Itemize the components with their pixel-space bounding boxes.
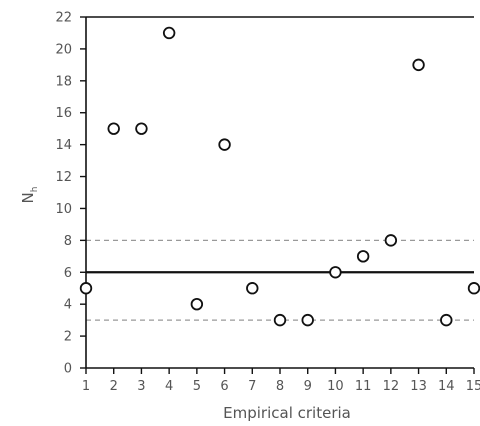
data-point (107, 122, 120, 135)
x-tick-label: 9 (304, 379, 312, 394)
x-tick-label: 13 (410, 379, 427, 394)
svg-text:Nh: Nh (19, 187, 40, 204)
x-tick-label: 15 (466, 379, 480, 394)
data-point (467, 282, 480, 295)
y-axis-title-subscript: h (30, 187, 40, 193)
y-tick-label: 10 (55, 202, 72, 217)
y-ticks: 0 2 4 6 8 10 12 14 16 18 20 22 (55, 11, 86, 377)
y-tick-label: 20 (55, 42, 72, 57)
x-ticks: 1 2 3 4 5 6 7 8 9 10 11 12 13 14 15 (82, 368, 480, 394)
data-point (218, 138, 231, 151)
data-point (135, 122, 148, 135)
y-tick-label: 8 (64, 234, 72, 249)
x-tick-label: 11 (355, 379, 372, 394)
y-axis-title-main: N (19, 192, 37, 203)
x-tick-label: 3 (137, 379, 145, 394)
x-tick-label: 4 (165, 379, 173, 394)
x-tick-label: 2 (110, 379, 118, 394)
y-axis-title: Nh (19, 187, 40, 204)
data-point (162, 26, 176, 40)
y-tick-label: 18 (55, 74, 72, 89)
y-tick-label: 6 (64, 266, 72, 281)
data-point (246, 282, 259, 295)
x-tick-label: 10 (327, 379, 344, 394)
x-tick-label: 1 (82, 379, 90, 394)
y-tick-label: 22 (55, 11, 72, 26)
data-point (301, 313, 314, 327)
y-tick-label: 0 (64, 362, 72, 377)
x-axis-title: Empirical criteria (223, 404, 351, 422)
data-point (329, 266, 342, 279)
x-tick-label: 14 (438, 379, 455, 394)
y-tick-label: 4 (64, 298, 72, 313)
data-point (384, 234, 398, 247)
data-point (356, 250, 370, 263)
data-point (273, 313, 287, 327)
reference-lines (86, 239, 474, 321)
y-tick-label: 14 (55, 138, 72, 153)
x-tick-label: 5 (193, 379, 201, 394)
data-points (79, 26, 480, 327)
y-tick-label: 2 (64, 330, 72, 345)
x-tick-label: 6 (220, 379, 228, 394)
data-point (412, 58, 425, 72)
x-tick-label: 12 (383, 379, 400, 394)
x-tick-label: 7 (248, 379, 256, 394)
data-point (440, 313, 453, 327)
data-point (190, 297, 204, 311)
y-tick-label: 12 (55, 170, 72, 185)
data-point (79, 282, 93, 295)
x-tick-label: 8 (276, 379, 284, 394)
y-tick-label: 16 (55, 106, 72, 121)
